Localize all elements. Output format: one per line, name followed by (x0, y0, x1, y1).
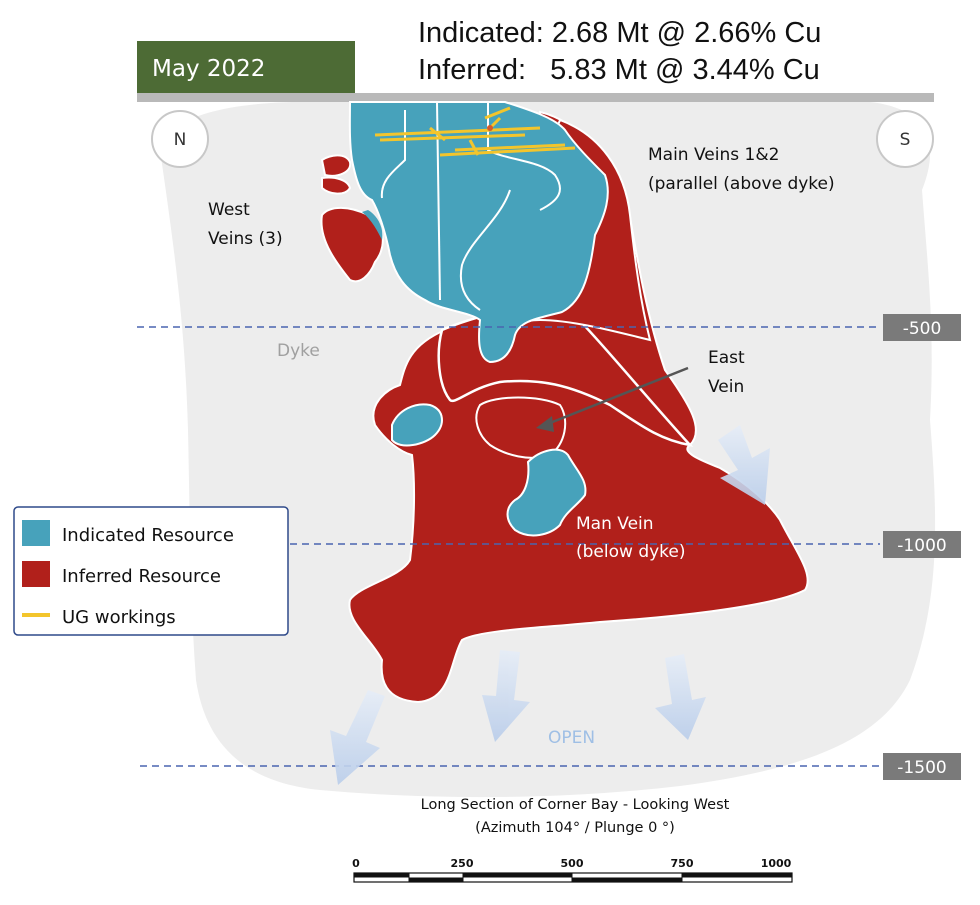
legend-swatch-ug (22, 613, 50, 617)
legend-label-indicated: Indicated Resource (62, 525, 234, 546)
east-vein-label-2: Vein (708, 377, 744, 397)
depth-label-1000: -1000 (883, 531, 961, 558)
ug-workings-node (487, 125, 493, 131)
date-badge-text: May 2022 (152, 56, 265, 82)
svg-text:500: 500 (561, 857, 584, 870)
header-rule (137, 93, 934, 102)
ug-workings (374, 106, 576, 157)
inferred-resource-main (348, 110, 809, 704)
svg-text:-1000: -1000 (897, 536, 946, 556)
east-vein-pointer (544, 366, 689, 427)
caption-line-2: (Azimuth 104° / Plunge 0 °) (475, 820, 675, 836)
indicated-pocket-south (506, 448, 587, 537)
man-vein-label-2: (below dyke) (576, 542, 686, 562)
inferred-summary: Inferred: 5.83 Mt @ 3.44% Cu (418, 54, 820, 86)
depth-label-1500: -1500 (883, 753, 961, 780)
open-arrow-2 (482, 650, 530, 742)
indicated-summary: Indicated: 2.68 Mt @ 2.66% Cu (418, 17, 821, 49)
west-vein-1 (320, 154, 352, 177)
north-label: N (174, 130, 187, 150)
west-vein-3 (320, 206, 384, 283)
open-arrow-1 (330, 690, 385, 785)
depth-lines (137, 326, 880, 767)
east-vein-label-1: East (708, 348, 745, 368)
south-label: S (900, 130, 911, 150)
open-arrow-3 (655, 654, 706, 740)
legend-label-inferred: Inferred Resource (62, 566, 221, 587)
legend-swatch-indicated (22, 520, 50, 546)
main-veins-label-2: (parallel (above dyke) (648, 174, 835, 194)
open-arrow-east (718, 425, 770, 505)
indicated-pocket-west (391, 403, 443, 447)
legend: Indicated Resource Inferred Resource UG … (13, 506, 289, 636)
open-arrows (330, 425, 770, 785)
west-vein-2 (321, 176, 352, 195)
svg-text:0: 0 (352, 857, 360, 870)
svg-text:-1500: -1500 (897, 758, 946, 778)
svg-text:1000: 1000 (761, 857, 792, 870)
open-label: OPEN (548, 728, 595, 748)
vein-divider-3 (460, 189, 511, 311)
west-veins-label-1: West (208, 200, 250, 220)
depth-label-500: -500 (883, 314, 961, 341)
west-vein-strip (362, 210, 383, 240)
date-badge (137, 41, 355, 93)
main-veins-label-1: Main Veins 1&2 (648, 145, 779, 165)
dyke-label: Dyke (277, 341, 320, 361)
east-vein-pointer-head (536, 416, 554, 432)
svg-text:250: 250 (451, 857, 474, 870)
svg-text:750: 750 (671, 857, 694, 870)
vein-divider-4 (380, 110, 406, 199)
vein-divider-2 (487, 102, 561, 211)
south-compass: S (876, 110, 934, 168)
west-veins-label-2: Veins (3) (208, 229, 283, 249)
legend-swatch-inferred (22, 561, 50, 587)
north-compass: N (151, 110, 209, 168)
legend-label-ug: UG workings (62, 607, 176, 628)
man-vein-label-1: Man Vein (576, 514, 654, 534)
svg-text:-500: -500 (903, 319, 942, 339)
caption-line-1: Long Section of Corner Bay - Looking Wes… (421, 797, 730, 813)
scale-bar: 0 250 500 750 1000 (352, 857, 793, 883)
